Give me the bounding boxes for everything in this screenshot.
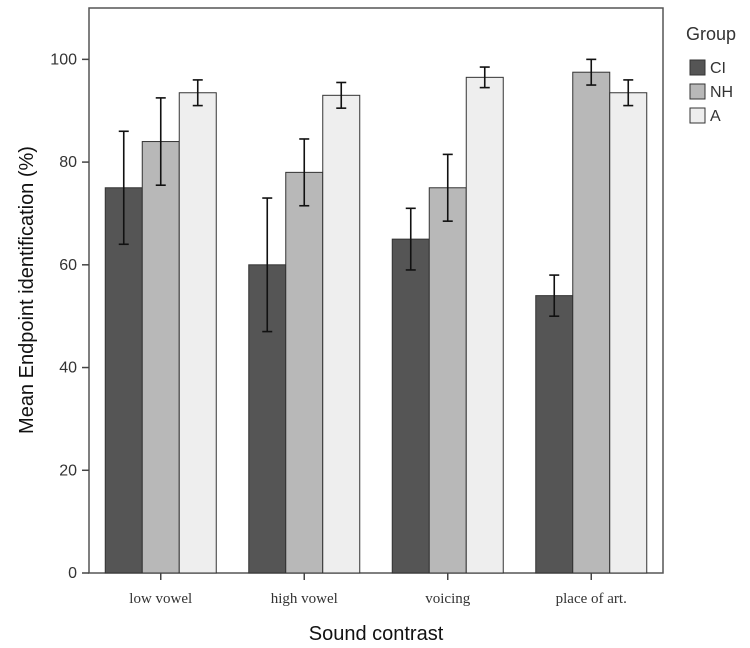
x-category-label: low vowel xyxy=(129,591,192,607)
x-axis-title: Sound contrast xyxy=(309,623,444,645)
x-category-label: place of art. xyxy=(556,591,627,607)
legend-title: Group xyxy=(686,24,736,44)
bar-ci-4 xyxy=(535,295,574,574)
bar-a-3 xyxy=(465,76,504,574)
legend: Group CI NH A xyxy=(686,24,736,125)
y-tick-label: 80 xyxy=(59,154,77,171)
bar-ci-1 xyxy=(104,187,143,574)
bar-nh-3 xyxy=(428,187,467,574)
legend-label-ci: CI xyxy=(710,60,726,77)
y-tick-label: 0 xyxy=(68,565,77,582)
bars-group xyxy=(104,71,648,574)
plot-frame xyxy=(88,7,664,574)
y-axis-title: Mean Endpoint identification (%) xyxy=(16,146,38,434)
bar-a-2 xyxy=(322,94,361,574)
legend-swatch-ci xyxy=(689,59,706,76)
y-tick-label: 60 xyxy=(59,257,77,274)
bar-a-4 xyxy=(609,92,648,574)
x-category-label: high vowel xyxy=(271,591,338,607)
legend-label-a: A xyxy=(710,108,721,125)
x-category-label: voicing xyxy=(425,591,470,607)
y-tick-label: 100 xyxy=(50,51,77,68)
y-tick-label: 20 xyxy=(59,462,77,479)
bar-a-1 xyxy=(178,92,217,574)
legend-swatch-a xyxy=(689,107,706,124)
error-bars-group xyxy=(118,58,634,333)
y-axis: 0 20 40 60 80 100 xyxy=(50,51,89,582)
bar-nh-1 xyxy=(141,141,180,574)
bar-ci-3 xyxy=(391,238,430,574)
bar-nh-4 xyxy=(572,71,611,574)
x-axis: low vowel high vowel voicing place of art. xyxy=(129,573,627,607)
y-tick-label: 40 xyxy=(59,360,77,377)
legend-swatch-nh xyxy=(689,83,706,100)
bar-nh-2 xyxy=(285,171,324,574)
legend-label-nh: NH xyxy=(710,84,733,101)
